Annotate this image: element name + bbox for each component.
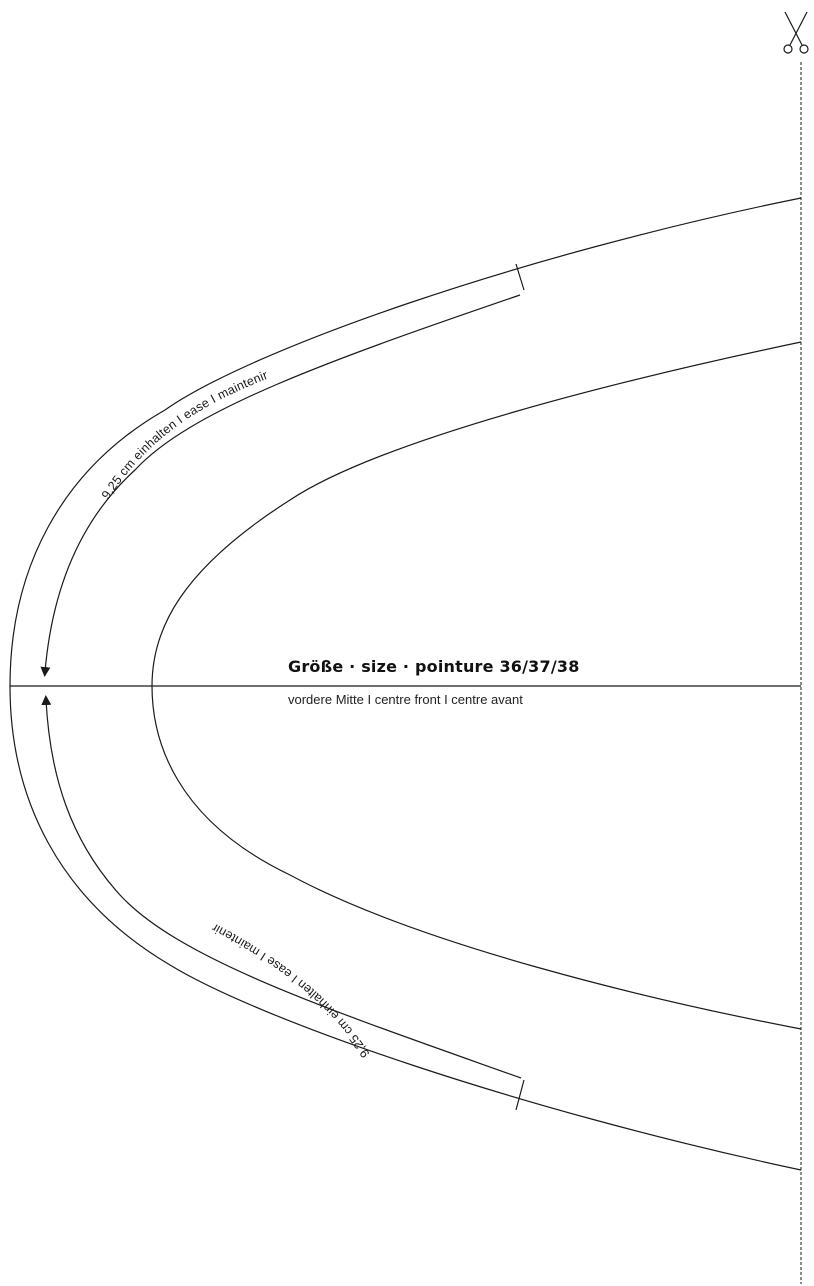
scissors-icon <box>783 11 809 54</box>
ease-notch-top <box>515 263 525 291</box>
ease-note-top: 9,25 cm einhalten I ease I maintenir <box>99 368 270 502</box>
ease-note-bottom: 9,25 cm einhalten I ease I maintenir <box>209 921 372 1061</box>
ease-guide-bottom <box>41 695 522 1079</box>
ease-guide-top <box>40 294 521 677</box>
outer-contour <box>9 197 802 1171</box>
center-front-label: vordere Mitte I centre front I centre av… <box>288 692 523 707</box>
size-label: Größe · size · pointure 36/37/38 <box>288 657 580 676</box>
ease-notch-bottom <box>515 1079 525 1111</box>
